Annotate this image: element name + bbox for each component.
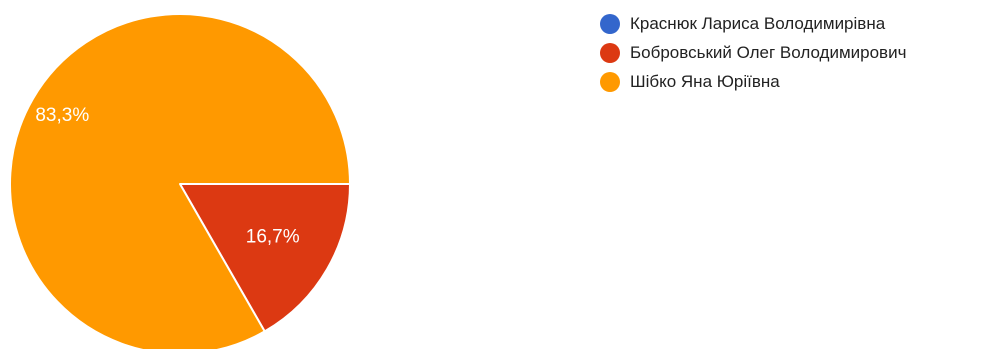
pie-plot-area: 16,7% 83,3% <box>9 13 351 349</box>
legend-item[interactable]: Шібко Яна Юріївна <box>600 68 906 96</box>
pie-slice[interactable] <box>179 183 351 333</box>
legend-label: Шібко Яна Юріївна <box>630 72 780 91</box>
legend-marker <box>600 43 620 63</box>
slice-data-label: 16,7% <box>246 227 300 248</box>
legend-label: Краснюк Лариса Володимирівна <box>630 14 886 33</box>
legend-item[interactable]: Бобровський Олег Володимирович <box>600 39 906 67</box>
chart-legend: Краснюк Лариса Володимирівна Бобровський… <box>600 10 906 97</box>
legend-label: Бобровський Олег Володимирович <box>630 43 907 62</box>
slice-data-label: 83,3% <box>35 105 89 126</box>
legend-item[interactable]: Краснюк Лариса Володимирівна <box>600 10 906 38</box>
legend-marker <box>600 72 620 92</box>
legend-marker <box>600 14 620 34</box>
pie-slice[interactable] <box>9 13 351 349</box>
